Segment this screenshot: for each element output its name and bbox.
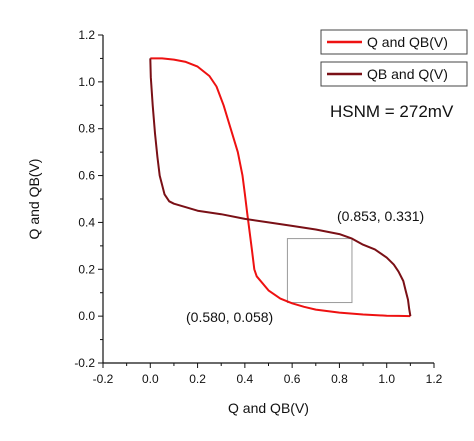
x-tick-label: 1.0	[378, 372, 395, 386]
y-tick-label: 0.0	[78, 309, 95, 323]
y-tick-label: 1.0	[78, 75, 95, 89]
x-tick-label: 0.4	[237, 372, 254, 386]
y-tick-label: 0.2	[78, 262, 95, 276]
annotation-lower-point: (0.580, 0.058)	[186, 309, 273, 325]
y-tick-label: 1.2	[78, 28, 95, 42]
x-tick-label: 0.6	[284, 372, 301, 386]
x-tick-label: 0.2	[189, 372, 206, 386]
x-tick-label: 0.8	[331, 372, 348, 386]
plot-area: -0.2 0.0 0.2 0.4 0.6 0.8 1.0 1.2 -0.2 0.0 0.2 0.4 0.…	[26, 28, 468, 416]
legend-label: QB and Q(V)	[367, 66, 448, 82]
hsnm-annotation: HSNM = 272mV	[330, 102, 454, 121]
y-tick-label: 0.8	[78, 122, 95, 136]
x-tick-label: 0.0	[142, 372, 159, 386]
series-q-and-qb-line	[150, 57, 411, 318]
legend-label: Q and QB(V)	[367, 34, 448, 50]
y-tick-label: 0.6	[78, 169, 95, 183]
series-qb-and-q-line	[149, 58, 412, 317]
x-tick-label: -0.2	[93, 372, 114, 386]
x-axis-title: Q and QB(V)	[228, 400, 309, 416]
x-tick-label: 1.2	[426, 372, 443, 386]
y-tick-label: -0.2	[74, 356, 95, 370]
y-tick-label: 0.4	[78, 215, 95, 229]
y-axis-title: Q and QB(V)	[26, 159, 42, 240]
noise-margin-box	[286, 238, 353, 304]
annotation-upper-point: (0.853, 0.331)	[337, 208, 424, 224]
